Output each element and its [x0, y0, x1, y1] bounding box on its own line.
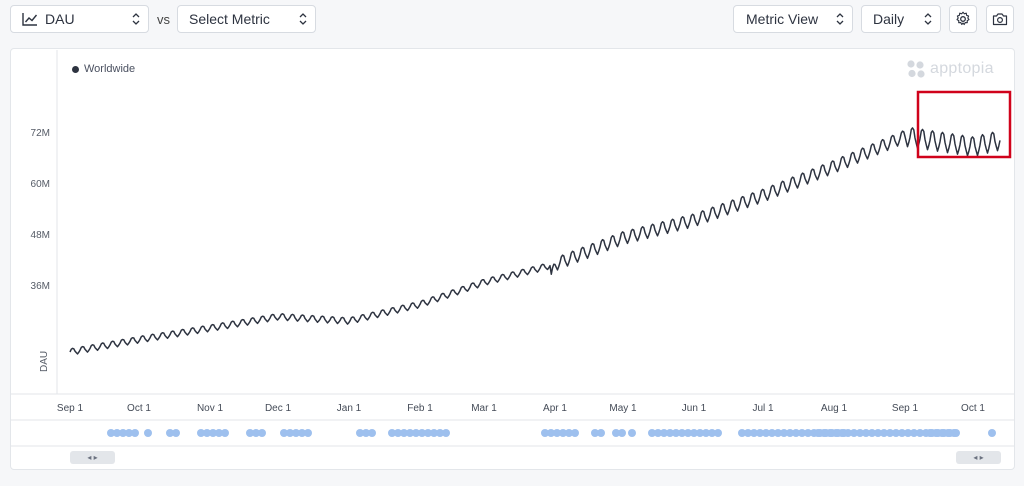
y-tick-label: 72M [30, 128, 50, 139]
x-tick-label: Oct 1 [961, 403, 985, 414]
view-select[interactable]: Metric View [733, 5, 853, 33]
view-select-label: Metric View [746, 11, 819, 27]
vs-label: vs [157, 12, 170, 27]
x-tick-label: Jan 1 [336, 403, 362, 414]
brand-logo: apptopia [906, 59, 994, 79]
y-tick-label: 60M [30, 179, 50, 190]
x-tick-label: May 1 [609, 403, 637, 414]
legend-marker [72, 65, 79, 73]
x-tick-label: Nov 1 [196, 403, 224, 414]
metric-select[interactable]: DAU [10, 5, 149, 33]
chart-panel [10, 48, 1015, 470]
compare-metric-label: Select Metric [189, 11, 270, 27]
scroll-arrows-icon: ◂ ▸ [973, 453, 984, 462]
y-axis-title: DAU [39, 350, 50, 372]
x-tick-label: Jul 1 [752, 403, 774, 414]
camera-icon [992, 13, 1008, 26]
granularity-select[interactable]: Daily [861, 5, 941, 33]
chevron-updown-icon [132, 13, 140, 25]
gear-icon [956, 11, 970, 26]
x-tick-label: Sep 1 [891, 403, 919, 414]
legend-label: Worldwide [84, 63, 136, 75]
screenshot-button[interactable] [986, 5, 1014, 33]
x-tick-label: Jun 1 [681, 403, 707, 414]
apptopia-logo-icon [907, 60, 925, 78]
settings-button[interactable] [949, 5, 977, 33]
x-tick-label: Apr 1 [543, 403, 567, 414]
x-tick-label: Mar 1 [471, 403, 497, 414]
x-tick-label: Sep 1 [56, 403, 84, 414]
x-tick-label: Feb 1 [407, 403, 433, 414]
metric-select-label: DAU [45, 11, 75, 27]
scroll-left-button[interactable]: ◂ ▸ [70, 451, 115, 464]
brand-name: apptopia [930, 60, 994, 77]
y-tick-label: 36M [30, 281, 50, 292]
scroll-arrows-icon: ◂ ▸ [87, 453, 98, 462]
chevron-updown-icon [299, 13, 307, 25]
y-tick-label: 48M [30, 230, 50, 241]
x-tick-label: Oct 1 [127, 403, 151, 414]
granularity-select-label: Daily [873, 11, 905, 27]
x-tick-label: Aug 1 [820, 403, 848, 414]
scroll-right-button[interactable]: ◂ ▸ [956, 451, 1001, 464]
compare-metric-select[interactable]: Select Metric [177, 5, 316, 33]
chevron-updown-icon [924, 13, 932, 25]
legend[interactable]: Worldwide [72, 63, 135, 75]
chevron-updown-icon [836, 13, 844, 25]
x-tick-label: Dec 1 [264, 403, 292, 414]
line-chart-icon [22, 13, 38, 26]
